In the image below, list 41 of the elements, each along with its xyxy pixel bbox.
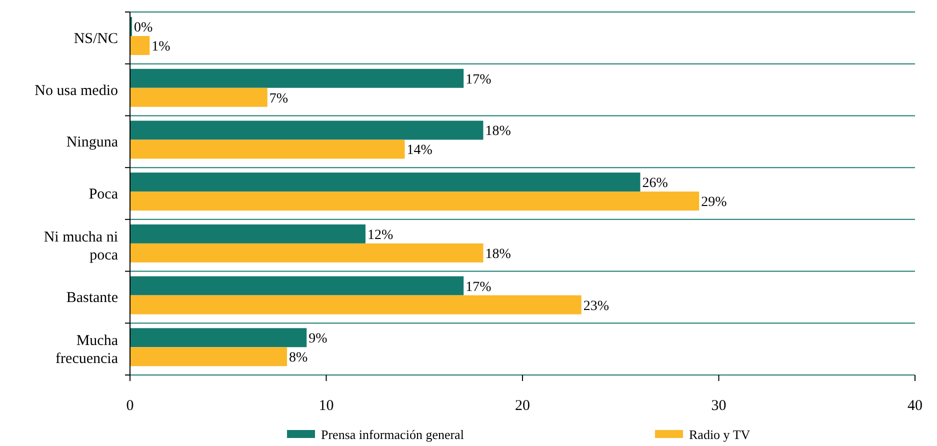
data-label: 7% [269, 91, 288, 106]
data-label: 1% [152, 40, 171, 54]
data-label: 14% [406, 143, 433, 158]
x-tick-label: 30 [711, 398, 726, 414]
bar [130, 243, 484, 262]
bar [130, 328, 307, 348]
bar [130, 224, 366, 244]
bar [130, 347, 287, 366]
y-tick-label: Bastante [66, 290, 118, 306]
bar [130, 88, 268, 107]
x-tick-label: 20 [515, 398, 530, 414]
data-label: 12% [368, 228, 394, 243]
x-tick-label: 10 [318, 398, 334, 414]
bar [130, 276, 464, 296]
y-tick-label: Poca [88, 186, 118, 202]
legend-label: Radio y TV [689, 427, 751, 442]
data-label: 26% [642, 176, 668, 192]
x-tick-label: 40 [908, 398, 922, 414]
bar [130, 120, 484, 140]
y-tick-label: Mucha frecuencia [56, 333, 118, 368]
data-label: 29% [701, 195, 728, 210]
data-label: 0% [134, 20, 153, 36]
data-label: 17% [466, 280, 492, 295]
y-tick-label: Ninguna [66, 134, 118, 151]
bar [130, 192, 700, 211]
data-label: 9% [308, 332, 328, 347]
x-tick-label: 0 [126, 398, 134, 414]
data-label: 18% [485, 246, 512, 262]
y-tick-label: NS/NC [74, 30, 118, 47]
data-label: 17% [466, 72, 492, 88]
data-label: 18% [485, 124, 512, 140]
bar [130, 295, 582, 314]
bar [130, 36, 150, 55]
y-tick-label: No usa medio [34, 82, 118, 99]
data-label: 8% [289, 350, 308, 366]
y-tick-label: Ni mucha ni poca [44, 229, 118, 264]
bar [130, 140, 405, 159]
bar [130, 68, 464, 88]
data-label: 23% [583, 298, 610, 314]
legend-label: Prensa información general [321, 427, 464, 442]
bar [130, 172, 640, 192]
